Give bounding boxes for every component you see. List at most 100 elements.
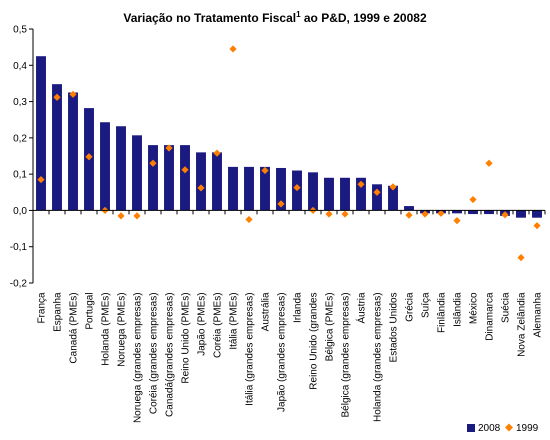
bar-2008 (164, 145, 174, 211)
bar-2008 (260, 166, 270, 211)
bar-2008 (276, 167, 286, 211)
bar-2008 (36, 56, 46, 211)
category-label: Japão (grandes empresas) (277, 292, 288, 412)
category-label: Itália (grandes empresas) (245, 292, 256, 405)
marker-1999 (37, 175, 45, 184)
category-label: Bélgica (PMEs) (325, 292, 336, 361)
bar-2008 (468, 210, 478, 215)
bar-2008 (68, 92, 78, 211)
y-tick-label: 0,4 (13, 61, 27, 72)
y-axis: -0,2 -0,1 0,0 0,1 0,2 0,3 0,4 0,5 (10, 25, 34, 290)
category-label: Holanda (grandes empresas) (373, 292, 384, 422)
marker-1999 (245, 215, 253, 224)
category-label: Irlanda (293, 292, 304, 323)
legend-swatch-2008 (467, 424, 475, 432)
marker-1999 (213, 149, 221, 157)
category-label: Noruega (PMEs) (117, 292, 128, 366)
bar-2008 (132, 135, 142, 211)
marker-1999 (293, 183, 301, 192)
marker-1999 (165, 144, 173, 152)
chart-title: Variação no Tratamento Fiscal1 ao P&D, 1… (123, 10, 427, 25)
category-label: Austrália (261, 292, 272, 331)
bar-2008 (228, 166, 238, 211)
category-label: Bélgica (grandes empresas) (341, 292, 352, 417)
bar-2008 (148, 145, 158, 211)
marker-1999 (117, 212, 125, 220)
bar-2008 (52, 84, 62, 211)
category-label: França (37, 292, 48, 324)
marker-1999 (341, 210, 349, 218)
category-label: Estados Unidos (389, 292, 400, 362)
marker-1999 (533, 222, 541, 230)
marker-1999 (277, 200, 285, 208)
category-label: Canadá(grandes empresas) (165, 292, 176, 417)
legend-marker-1999 (505, 423, 513, 432)
category-label: Holanda (PMEs) (101, 292, 112, 365)
y-tick-label: -0,1 (10, 242, 28, 253)
marker-1999 (437, 209, 445, 217)
marker-1999 (325, 210, 333, 218)
y-tick-label: 0,2 (13, 133, 27, 144)
bar-2008 (180, 145, 190, 211)
marker-1999 (405, 211, 413, 219)
marker-1999 (501, 211, 509, 219)
category-label: Grécia (405, 292, 416, 322)
category-label: Finlândia (437, 292, 448, 333)
bar-2008 (212, 152, 222, 211)
marker-1999 (485, 159, 493, 167)
bar-2008 (116, 126, 126, 211)
bar-2008 (372, 184, 382, 211)
category-label: Nova Zelândia (517, 292, 528, 357)
bar-2008 (100, 122, 110, 211)
category-label: Reino Unido (grandes (309, 292, 320, 389)
category-label: Suécia (501, 292, 512, 323)
category-label: Alemanha (533, 292, 544, 337)
marker-1999 (229, 45, 237, 53)
category-label: México (469, 292, 480, 324)
marker-1999 (181, 166, 189, 174)
legend-label-1999: 1999 (516, 423, 539, 434)
marker-1999 (261, 166, 269, 175)
marker-1999 (133, 212, 141, 220)
marker-1999 (421, 210, 429, 218)
legend-label-2008: 2008 (478, 423, 501, 434)
category-label: Coréia (grandes empresas) (149, 292, 160, 414)
y-tick-label: 0,1 (13, 170, 27, 181)
plot-area (36, 45, 542, 262)
marker-1999 (357, 180, 365, 188)
category-label: Reino Unido (PMEs) (181, 292, 192, 383)
category-label: Japão (PMEs) (197, 292, 208, 355)
y-tick-label: -0,2 (10, 279, 28, 290)
marker-1999 (85, 153, 93, 161)
bar-2008 (340, 177, 350, 211)
category-label: Suíça (421, 292, 432, 318)
bar-2008 (324, 177, 334, 211)
bar-2008 (356, 177, 366, 211)
category-label: Noruega (grandes empresas) (133, 292, 144, 423)
bar-2008 (484, 210, 494, 215)
marker-1999 (149, 159, 157, 167)
bar-2008 (196, 152, 206, 211)
marker-1999 (453, 216, 461, 225)
x-axis: França Espanha Canadá (PMEs) Portugal Holand… (32, 209, 546, 423)
bar-2008 (404, 206, 414, 211)
marker-1999 (53, 93, 61, 101)
bar-2008 (516, 210, 526, 218)
bar-2008 (532, 210, 542, 218)
marker-1999 (389, 183, 397, 191)
y-tick-label: 0,0 (13, 206, 27, 217)
marker-1999 (469, 195, 477, 204)
marker-1999 (517, 254, 525, 262)
bar-2008 (388, 185, 398, 211)
chart-title-superscript: 1 (296, 10, 301, 19)
bar-2008 (452, 210, 462, 214)
category-label: Canadá (PMEs) (69, 292, 80, 363)
marker-1999 (197, 184, 205, 192)
y-tick-label: 0,3 (13, 97, 27, 108)
category-label: Portugal (85, 292, 96, 329)
category-label: Coréia (PMEs) (213, 292, 224, 358)
category-label: Áustria (355, 292, 368, 324)
marker-1999 (373, 188, 381, 196)
marker-1999 (69, 90, 77, 98)
